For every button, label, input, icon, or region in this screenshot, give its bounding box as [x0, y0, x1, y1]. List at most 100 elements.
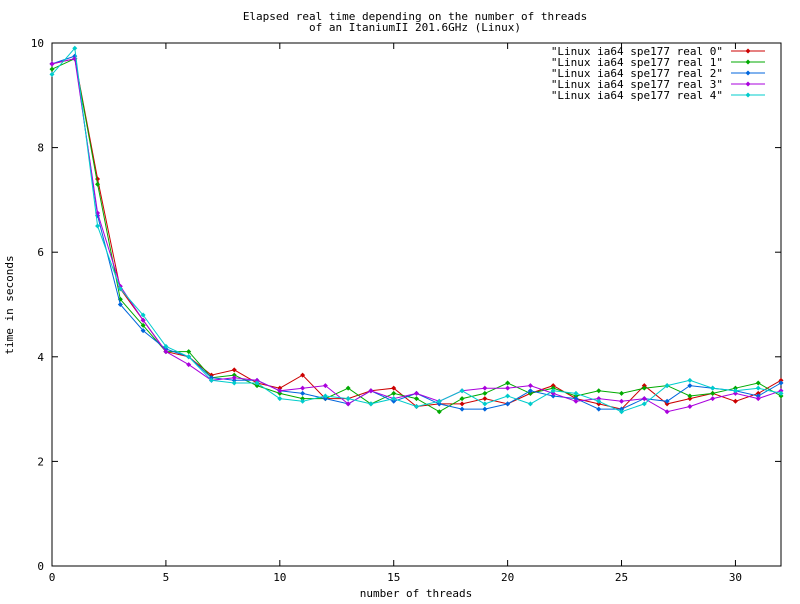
x-tick-label: 10 — [273, 571, 286, 584]
data-point — [596, 396, 602, 402]
data-point — [505, 401, 511, 407]
data-point — [300, 396, 306, 402]
data-point — [778, 380, 784, 386]
data-point — [641, 401, 647, 407]
y-tick-label: 6 — [37, 246, 44, 259]
series-1 — [49, 56, 784, 415]
data-point — [208, 377, 214, 383]
data-point — [322, 383, 328, 389]
data-point — [778, 393, 784, 399]
data-point — [368, 388, 374, 394]
data-point — [95, 181, 101, 187]
data-point — [345, 401, 351, 407]
data-point — [619, 390, 625, 396]
legend-swatch-marker — [745, 48, 751, 54]
data-point — [710, 396, 716, 402]
y-tick-label: 2 — [37, 455, 44, 468]
data-point — [231, 375, 237, 381]
data-point — [95, 176, 101, 182]
data-point — [482, 401, 488, 407]
legend-label: "Linux ia64 spe177 real 0" — [551, 45, 723, 58]
data-point — [163, 349, 169, 355]
data-point — [459, 406, 465, 412]
data-point — [277, 396, 283, 402]
data-point — [755, 390, 761, 396]
data-point — [277, 390, 283, 396]
data-point — [414, 403, 419, 409]
data-point — [49, 61, 55, 67]
series-2 — [49, 53, 784, 412]
data-point — [732, 388, 738, 394]
data-point — [755, 380, 761, 386]
data-point — [710, 385, 716, 391]
data-point — [596, 406, 602, 412]
data-point — [732, 390, 738, 396]
data-point — [300, 398, 306, 404]
data-point — [117, 286, 123, 292]
data-point — [687, 377, 693, 383]
series-line-3 — [51, 58, 782, 413]
y-axis-label: time in seconds — [3, 255, 16, 354]
data-point — [482, 385, 488, 391]
data-point — [550, 393, 556, 399]
data-point — [391, 398, 397, 404]
legend-label: "Linux ia64 spe177 real 1" — [551, 56, 723, 69]
x-tick-label: 25 — [615, 571, 628, 584]
plot-frame — [51, 42, 782, 567]
data-point — [277, 388, 283, 394]
series-4 — [49, 45, 784, 415]
data-point — [596, 401, 602, 407]
x-tick-label: 0 — [49, 571, 56, 584]
legend-swatch-marker — [745, 70, 751, 76]
data-point — [300, 372, 306, 378]
legend-label: "Linux ia64 spe177 real 4" — [551, 89, 723, 102]
data-point — [414, 396, 419, 402]
data-point — [755, 385, 761, 391]
data-point — [277, 385, 283, 391]
data-point — [482, 406, 488, 412]
data-point — [550, 388, 556, 394]
data-point — [550, 385, 556, 391]
x-tick-label: 20 — [501, 571, 514, 584]
data-point — [186, 362, 192, 368]
x-tick-label: 5 — [163, 571, 170, 584]
legend-swatch-marker — [745, 92, 751, 98]
data-point — [391, 396, 397, 402]
y-tick-label: 0 — [37, 560, 44, 573]
x-tick-label: 30 — [729, 571, 742, 584]
data-point — [231, 367, 237, 373]
data-point — [596, 388, 602, 394]
data-point — [664, 398, 670, 404]
legend-swatch-marker — [745, 59, 751, 65]
data-point — [550, 383, 556, 389]
data-point — [140, 317, 146, 323]
data-point — [140, 322, 146, 328]
data-point — [391, 385, 397, 391]
data-point — [300, 385, 306, 391]
data-point — [436, 401, 442, 407]
data-point — [459, 388, 465, 394]
y-tick-label: 8 — [37, 142, 44, 155]
y-tick-label: 10 — [31, 37, 44, 50]
data-point — [755, 396, 761, 402]
data-point — [664, 401, 670, 407]
data-point — [710, 390, 716, 396]
data-point — [345, 396, 351, 402]
series-3 — [49, 56, 784, 415]
data-point — [231, 377, 237, 383]
legend-swatch-marker — [745, 81, 751, 87]
data-point — [619, 398, 625, 404]
data-point — [619, 409, 625, 415]
y-tick-label: 4 — [37, 351, 44, 364]
data-point — [664, 409, 670, 415]
data-point — [550, 390, 556, 396]
data-point — [527, 390, 533, 396]
data-point — [596, 398, 602, 404]
data-point — [436, 409, 442, 415]
data-point — [641, 385, 647, 391]
axis-ticks: 0 5 10 15 20 25 30 0 2 4 6 8 10 — [31, 37, 781, 584]
data-point — [231, 372, 237, 378]
legend-label: "Linux ia64 spe177 real 2" — [551, 67, 723, 80]
data-point — [641, 396, 647, 402]
